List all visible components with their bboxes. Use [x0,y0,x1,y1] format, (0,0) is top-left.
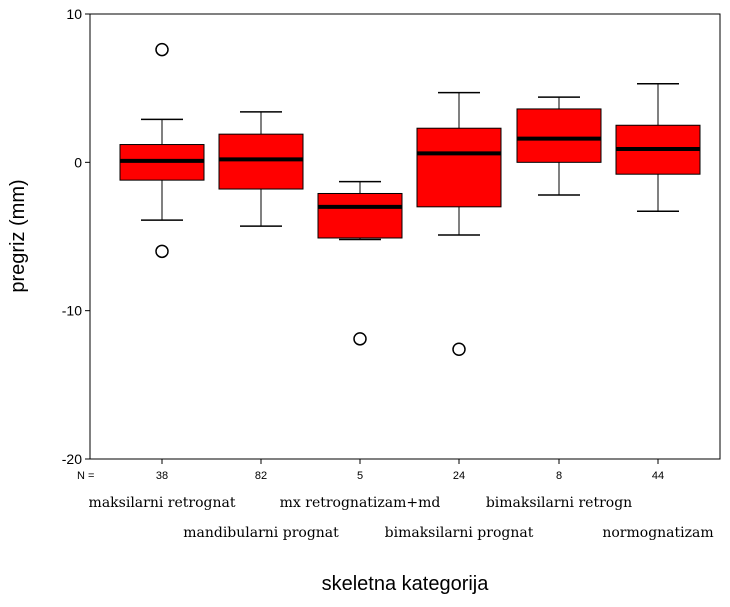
y-tick-label: 10 [66,6,82,22]
n-count-label: 5 [357,470,363,482]
outlier-point [452,342,466,356]
outlier-point [155,42,169,57]
box-4 [416,91,502,356]
x-axis-title: skeletna kategorija [322,573,490,595]
category-label: mandibularni prognat [183,525,339,541]
box-iqr [516,108,602,163]
y-tick-label: -20 [62,451,82,467]
n-count-label: 8 [556,470,562,482]
box-iqr [317,192,403,239]
category-label: maksilarni retrognat [89,495,236,511]
plot-area [89,13,721,460]
box-iqr [218,133,304,190]
y-axis: 10 0 -10 -20 [62,6,90,467]
category-label: bimaksilarni retrogn [486,495,632,511]
n-count-label: 44 [652,470,664,482]
box-2 [218,111,304,227]
x-axis: N = 38 82 5 24 8 44 maksilarni retrognat mandibu… [77,459,714,541]
outlier-point [353,332,367,346]
category-label: mx retrognatizam+md [280,495,441,511]
n-count-label: 38 [156,470,168,482]
y-tick-label: 0 [74,154,82,170]
y-axis-title: pregriz (mm) [7,179,29,292]
outlier-point [155,244,169,259]
box-3 [317,180,403,346]
box-1 [119,42,205,259]
n-count-label: 24 [453,470,465,482]
box-5 [516,96,602,196]
box-6 [615,82,701,213]
n-count-label: 82 [255,470,267,482]
box-iqr [416,127,502,208]
y-tick-label: -10 [62,303,82,319]
category-label: bimaksilarni prognat [385,525,534,541]
n-prefix-label: N = [77,470,94,482]
boxes [119,42,701,356]
category-label: normognatizam [602,525,713,541]
